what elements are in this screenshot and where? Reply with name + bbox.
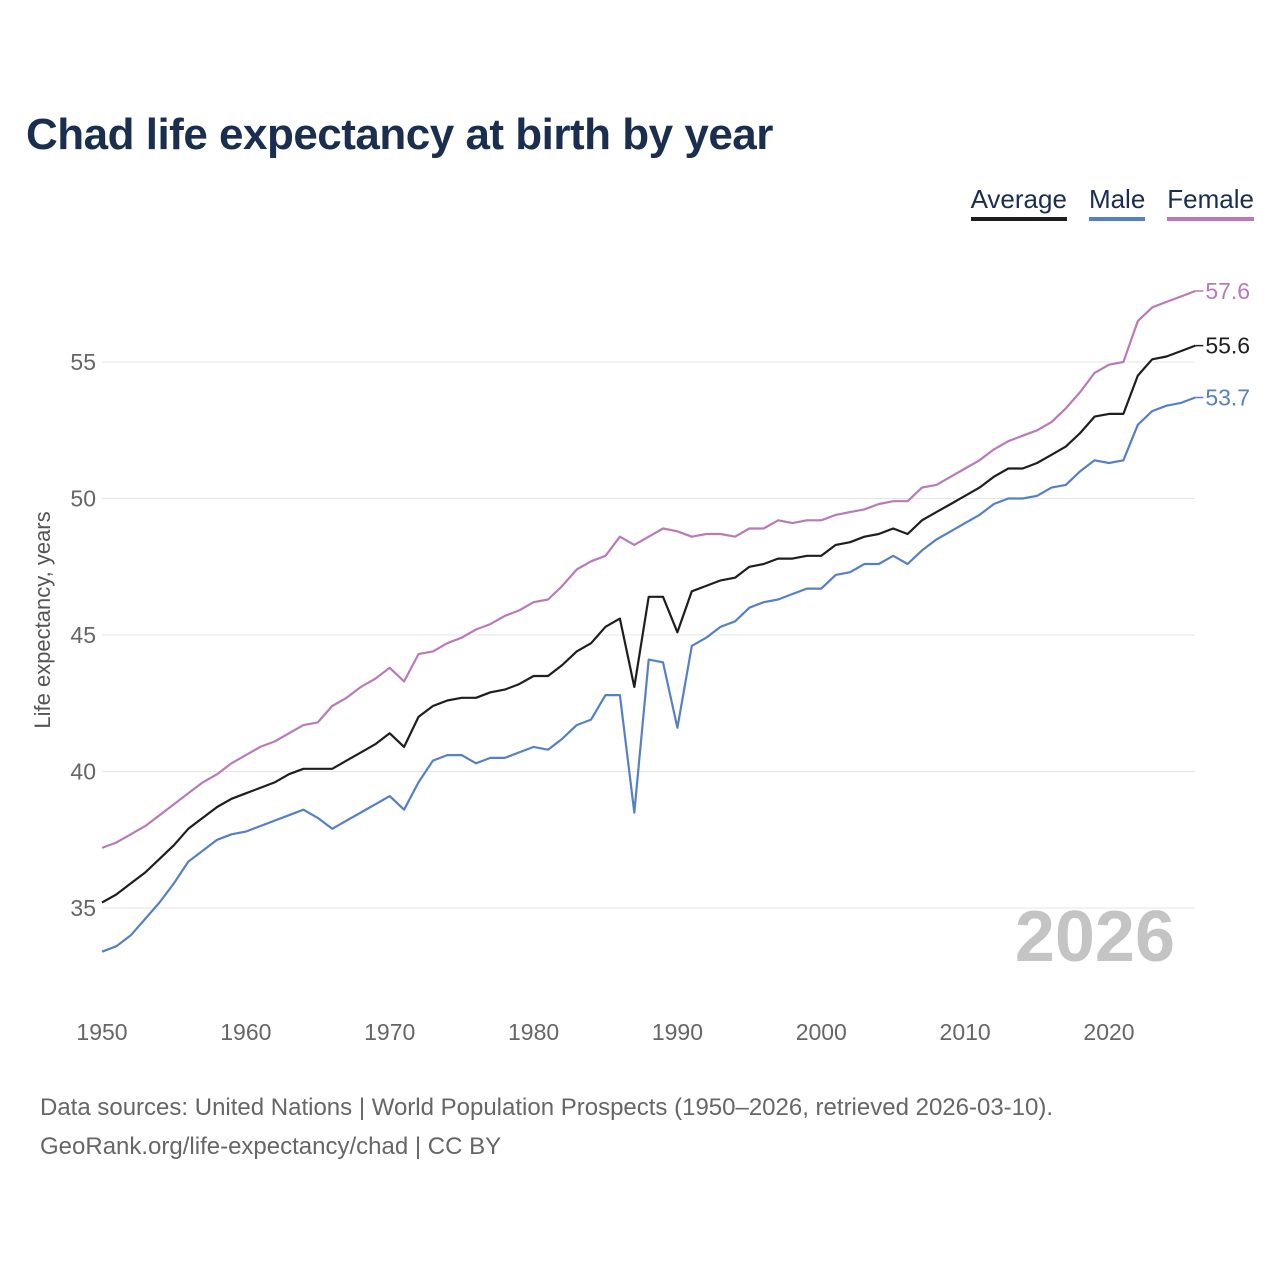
y-tick-label: 35 [70,895,96,921]
x-tick-label: 1960 [220,1019,271,1045]
x-tick-label: 1950 [76,1019,127,1045]
legend-average[interactable]: Average [970,184,1067,221]
y-axis-label: Life expectancy, years [30,511,55,728]
x-tick-label: 1990 [652,1019,703,1045]
y-tick-label: 45 [70,622,96,648]
y-tick-label: 55 [70,349,96,375]
series-line-female [101,289,1196,849]
legend-male[interactable]: Male [1088,184,1146,221]
x-tick-label: 2010 [940,1019,991,1045]
source-line: Data sources: United Nations | World Pop… [40,1094,1054,1121]
x-tick-label: 2020 [1083,1019,1134,1045]
chart-title: Chad life expectancy at birth by year [26,110,773,159]
source-link[interactable]: GeoRank.org/life-expectancy/chad | CC BY [40,1133,502,1160]
x-tick-label: 1980 [508,1019,559,1045]
end-label-average: 55.6 [1205,333,1250,359]
y-tick-label: 50 [70,486,96,512]
end-label-male: 53.7 [1205,384,1250,410]
year-watermark: 2026 [1015,897,1175,977]
legend: Average Male Female [970,184,1254,221]
series-line-average [101,344,1196,904]
source-note: Data sources: United Nations | World Pop… [40,1088,1053,1166]
end-label-female: 57.6 [1205,278,1250,304]
x-tick-label: 1970 [364,1019,415,1045]
legend-female[interactable]: Female [1167,184,1254,221]
x-tick-label: 2000 [796,1019,847,1045]
y-tick-label: 40 [70,759,96,785]
series-line-male [101,396,1196,953]
